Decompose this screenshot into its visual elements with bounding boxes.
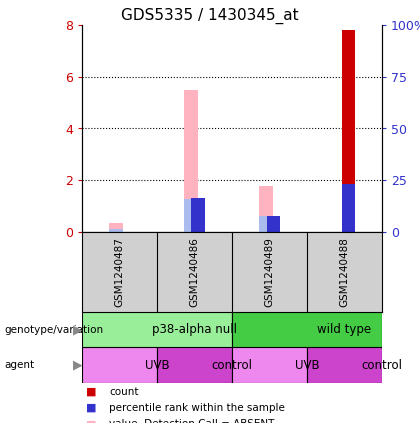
Text: GSM1240489: GSM1240489 [265, 237, 275, 307]
Bar [184, 199, 197, 232]
Text: ▶: ▶ [73, 359, 82, 371]
Text: wild type: wild type [318, 323, 372, 336]
Text: ▶: ▶ [73, 323, 82, 336]
Bar [82, 312, 232, 347]
Bar [232, 347, 307, 383]
Bar [307, 347, 382, 383]
Bar [184, 90, 197, 232]
Text: GSM1240487: GSM1240487 [115, 237, 124, 307]
Bar [259, 216, 273, 232]
Text: ■: ■ [86, 387, 97, 397]
Text: control: control [212, 359, 252, 371]
Text: p38-alpha null: p38-alpha null [152, 323, 237, 336]
Text: UVB: UVB [295, 359, 319, 371]
Bar [109, 223, 123, 232]
Bar [341, 184, 355, 232]
Text: agent: agent [4, 360, 34, 370]
Text: GSM1240486: GSM1240486 [189, 237, 200, 307]
Text: GDS5335 / 1430345_at: GDS5335 / 1430345_at [121, 8, 299, 24]
Text: ■: ■ [86, 419, 97, 423]
Text: GSM1240488: GSM1240488 [339, 237, 349, 307]
Text: percentile rank within the sample: percentile rank within the sample [109, 403, 285, 413]
Bar [157, 347, 232, 383]
Text: count: count [109, 387, 139, 397]
Bar [267, 216, 280, 232]
Bar [259, 186, 273, 232]
Text: UVB: UVB [144, 359, 169, 371]
Bar [192, 198, 205, 232]
Text: genotype/variation: genotype/variation [4, 324, 103, 335]
Bar [232, 312, 382, 347]
Text: control: control [362, 359, 402, 371]
Bar [109, 229, 123, 232]
Bar [341, 30, 355, 232]
Text: value, Detection Call = ABSENT: value, Detection Call = ABSENT [109, 419, 275, 423]
Text: ■: ■ [86, 403, 97, 413]
Bar [82, 347, 157, 383]
